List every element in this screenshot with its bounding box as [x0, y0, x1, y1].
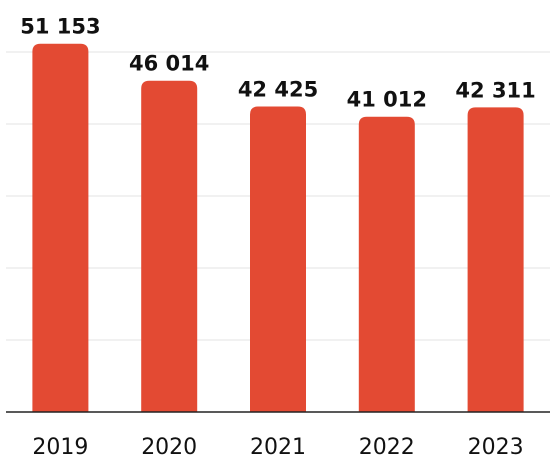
value-label-2022: 41 012 [347, 88, 427, 112]
x-tick-label-2022: 2022 [359, 435, 415, 460]
value-labels: 51 153 46 014 42 425 41 012 42 311 [20, 15, 536, 112]
bars [32, 43, 524, 413]
value-label-2021: 42 425 [238, 78, 318, 102]
x-tick-label-2019: 2019 [32, 435, 88, 460]
value-label-2020: 46 014 [129, 52, 209, 76]
x-tick-label-2020: 2020 [141, 435, 197, 460]
bar-2022 [358, 116, 415, 413]
bar-2023 [467, 107, 524, 412]
value-label-2023: 42 311 [455, 78, 535, 102]
bar-2020 [141, 80, 198, 412]
x-tick-labels: 2019 2020 2021 2022 2023 [32, 435, 523, 460]
bar-2019 [32, 43, 89, 413]
x-tick-label-2023: 2023 [468, 435, 524, 460]
x-tick-label-2021: 2021 [250, 435, 306, 460]
bar-2021 [250, 106, 306, 412]
value-label-2019: 51 153 [20, 15, 100, 39]
